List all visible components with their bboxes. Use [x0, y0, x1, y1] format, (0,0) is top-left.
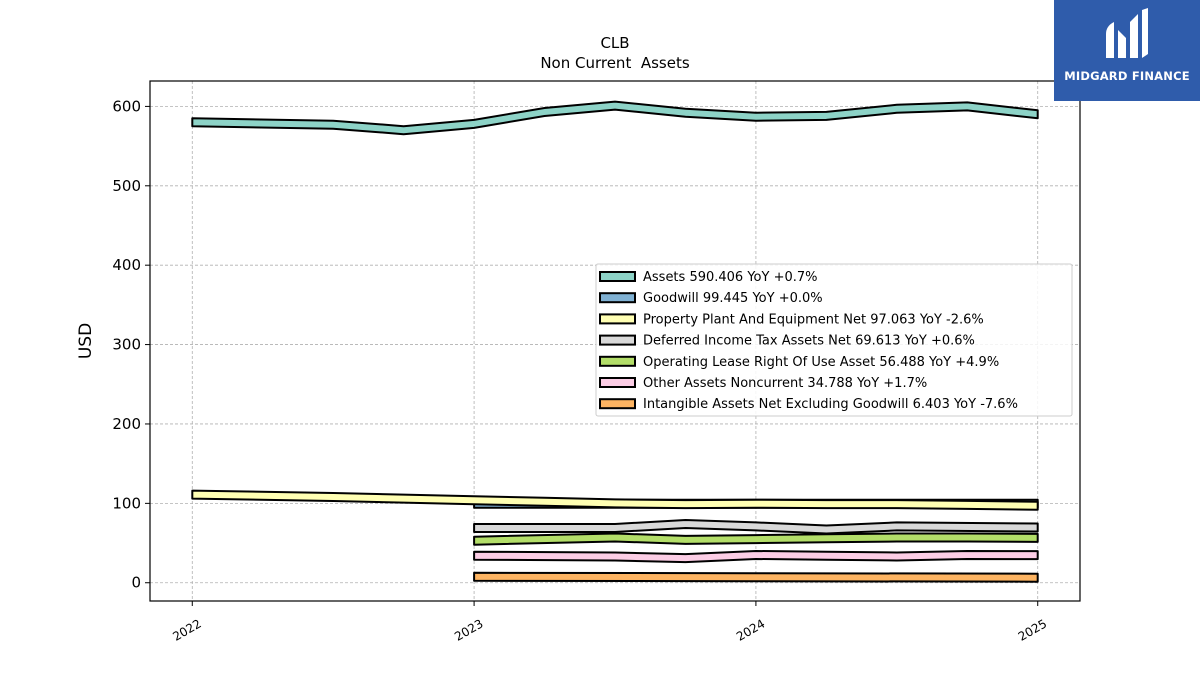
legend-entry-label: Other Assets Noncurrent 34.788 YoY +1.7% [643, 376, 927, 391]
y-tick-label: 100 [112, 494, 141, 512]
y-tick-label: 0 [131, 574, 141, 592]
brand-logo: MIDGARD FINANCE [1054, 0, 1200, 101]
plot-frame [149, 80, 1081, 602]
y-axis-label: USD [76, 323, 96, 359]
legend-swatch [599, 355, 636, 367]
legend-swatch [599, 398, 636, 410]
legend-swatch [599, 292, 636, 304]
y-tick-label: 600 [112, 97, 141, 115]
y-tick-label: 300 [112, 336, 141, 354]
series-band-operating-lease-right-of-use-asset [473, 532, 1039, 546]
series-band-deferred-income-tax-assets-net [473, 519, 1039, 535]
logo-mark-icon [1106, 8, 1148, 58]
legend-swatch [599, 313, 636, 325]
chart-subtitle: Non Current Assets [540, 54, 690, 72]
logo-text: MIDGARD FINANCE [1064, 69, 1190, 83]
x-tick-label: 2025 [1016, 616, 1049, 643]
legend-entry-label: Intangible Assets Net Excluding Goodwill… [643, 397, 1018, 412]
y-tick-label: 400 [112, 256, 141, 274]
legend-entry-label: Assets 590.406 YoY +0.7% [643, 270, 818, 285]
x-tick-label: 2022 [170, 616, 203, 643]
y-tick-label: 200 [112, 415, 141, 433]
legend-box [595, 263, 1073, 417]
chart-title: CLB [600, 34, 629, 52]
legend-entry-label: Operating Lease Right Of Use Asset 56.48… [643, 355, 999, 370]
series-band-intangible-assets-net-excluding-goodwill [473, 571, 1039, 583]
legend-swatch [599, 334, 636, 346]
legend-entry-label: Deferred Income Tax Assets Net 69.613 Yo… [643, 334, 975, 349]
series-band-property-plant-and-equipment-net [191, 489, 1039, 511]
x-tick-label: 2023 [452, 616, 485, 643]
x-tick-label: 2024 [734, 616, 767, 643]
legend-swatch [599, 271, 636, 282]
series-band-other-assets-noncurrent [473, 550, 1039, 564]
series-layer [191, 100, 1039, 583]
legend-entry-label: Goodwill 99.445 YoY +0.0% [643, 291, 823, 306]
legend-swatch [599, 377, 636, 388]
series-band-assets [191, 100, 1039, 136]
legend: Assets 590.406 YoY +0.7% Goodwill 99.445 … [595, 263, 1073, 417]
legend-entry-label: Property Plant And Equipment Net 97.063 … [643, 312, 984, 327]
y-tick-label: 500 [112, 177, 141, 195]
